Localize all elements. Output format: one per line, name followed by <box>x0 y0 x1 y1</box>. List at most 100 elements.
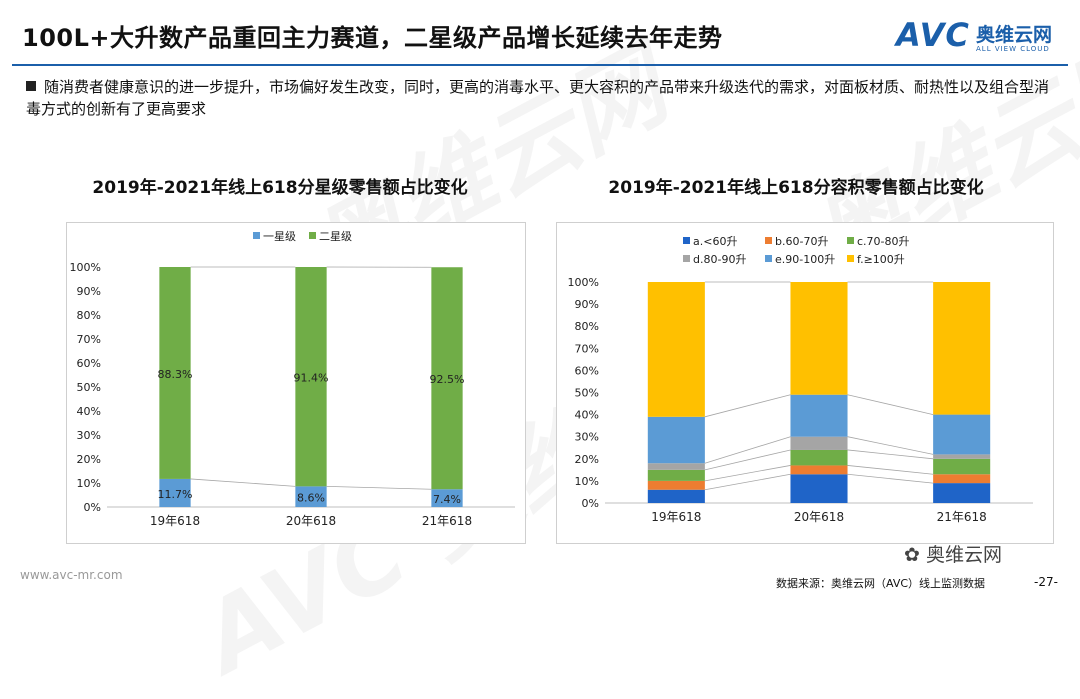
y-tick-label: 50% <box>575 387 599 400</box>
logo-en-text: ALL VIEW CLOUD <box>976 45 1050 53</box>
legend-swatch <box>847 237 854 244</box>
y-tick-label: 90% <box>77 285 101 298</box>
bar-segment <box>790 395 847 437</box>
y-tick-label: 80% <box>77 309 101 322</box>
wechat-label: 奥维云网 <box>926 544 1002 566</box>
bar-segment <box>790 474 847 503</box>
bullet-square-icon <box>26 81 36 91</box>
legend-swatch <box>765 255 772 262</box>
logo-avc-text: AVC <box>896 16 970 54</box>
header-divider <box>12 64 1068 66</box>
bar-segment <box>790 437 847 450</box>
x-tick-label: 21年618 <box>937 510 987 524</box>
y-tick-label: 0% <box>582 497 599 510</box>
bar-segment <box>648 417 705 463</box>
bar-segment <box>648 463 705 470</box>
series-line <box>848 450 934 459</box>
data-source: 数据来源：奥维云网（AVC）线上监测数据 <box>776 575 985 591</box>
legend-label: 一星级 <box>263 230 296 243</box>
y-tick-label: 30% <box>77 429 101 442</box>
bar-segment <box>648 282 705 417</box>
data-label: 91.4% <box>294 372 329 385</box>
bar-segment <box>933 483 990 503</box>
bar-segment <box>790 465 847 474</box>
series-line <box>705 450 791 470</box>
avc-logo: AVC 奥维云网 ALL VIEW CLOUD <box>896 14 1066 60</box>
y-tick-label: 40% <box>77 405 101 418</box>
legend-swatch <box>847 255 854 262</box>
bar-segment <box>933 474 990 483</box>
legend-label: e.90-100升 <box>775 253 835 266</box>
bar-segment <box>933 415 990 455</box>
data-label: 88.3% <box>158 368 193 381</box>
y-tick-label: 80% <box>575 320 599 333</box>
page-title: 100L+大升数产品重回主力赛道，二星级产品增长延续去年走势 <box>22 18 723 53</box>
legend-label: f.≥100升 <box>857 253 905 266</box>
x-tick-label: 19年618 <box>651 510 701 524</box>
data-label: 92.5% <box>430 373 465 386</box>
series-line <box>848 395 934 415</box>
series-line <box>191 479 296 486</box>
chart-panel-star: 0% 10% 20% 30% 40% 50% 60% 70% 80% 90% 100% 11.7% 88… <box>66 222 526 544</box>
bar-segment <box>790 450 847 465</box>
bar-segment <box>648 470 705 481</box>
legend-swatch <box>253 232 260 239</box>
y-tick-label: 60% <box>575 364 599 377</box>
bar-segment <box>648 490 705 503</box>
wechat-icon: ✿ <box>904 544 926 566</box>
x-tick-label: 19年618 <box>150 514 200 528</box>
y-tick-label: 100% <box>568 276 599 289</box>
legend-swatch <box>683 255 690 262</box>
legend-swatch <box>683 237 690 244</box>
y-tick-label: 30% <box>575 431 599 444</box>
bar-segment <box>648 481 705 490</box>
bar-segment <box>933 459 990 474</box>
series-line <box>327 486 432 489</box>
x-tick-label: 21年618 <box>422 514 472 528</box>
x-tick-label: 20年618 <box>286 514 336 528</box>
bar-segment <box>933 282 990 415</box>
series-line <box>848 474 934 483</box>
series-line <box>705 474 791 489</box>
series-line <box>848 465 934 474</box>
logo-cn-text: 奥维云网 <box>976 20 1052 47</box>
legend-label: d.80-90升 <box>693 253 746 266</box>
x-tick-label: 20年618 <box>794 510 844 524</box>
wechat-badge: ✿ 奥维云网 <box>904 540 1002 567</box>
star-chart-svg: 0% 10% 20% 30% 40% 50% 60% 70% 80% 90% 100% 11.7% 88… <box>67 223 525 543</box>
data-label: 11.7% <box>158 488 193 501</box>
legend-label: a.<60升 <box>693 235 737 248</box>
y-tick-label: 20% <box>575 453 599 466</box>
bar-segment <box>933 454 990 458</box>
y-tick-label: 90% <box>575 298 599 311</box>
data-label: 7.4% <box>433 493 461 506</box>
legend-label: 二星级 <box>319 230 352 243</box>
y-tick-label: 20% <box>77 453 101 466</box>
legend-label: c.70-80升 <box>857 235 910 248</box>
footer-url[interactable]: www.avc-mr.com <box>20 568 123 582</box>
series-line <box>705 395 791 417</box>
bullet-point: 随消费者健康意识的进一步提升，市场偏好发生改变，同时，更高的消毒水平、更大容积的… <box>26 76 1056 120</box>
y-tick-label: 50% <box>77 381 101 394</box>
bar-segment <box>790 282 847 395</box>
page-number: -27- <box>1034 575 1058 589</box>
y-tick-label: 70% <box>77 333 101 346</box>
chart-title-star: 2019年-2021年线上618分星级零售额占比变化 <box>60 173 500 198</box>
chart-title-volume: 2019年-2021年线上618分容积零售额占比变化 <box>566 173 1026 198</box>
y-tick-label: 10% <box>575 475 599 488</box>
y-tick-label: 0% <box>84 501 101 514</box>
series-line <box>705 465 791 480</box>
bullet-text: 随消费者健康意识的进一步提升，市场偏好发生改变，同时，更高的消毒水平、更大容积的… <box>26 78 1049 118</box>
legend-swatch <box>309 232 316 239</box>
y-tick-label: 100% <box>70 261 101 274</box>
volume-chart-svg: 0% 10% 20% 30% 40% 50% 60% 70% 80% 90% 100% 19年618 2… <box>557 223 1053 543</box>
y-tick-label: 70% <box>575 342 599 355</box>
y-tick-label: 40% <box>575 409 599 422</box>
y-tick-label: 60% <box>77 357 101 370</box>
legend-label: b.60-70升 <box>775 235 828 248</box>
series-line <box>705 437 791 464</box>
y-tick-label: 10% <box>77 477 101 490</box>
legend-swatch <box>765 237 772 244</box>
series-line <box>848 437 934 455</box>
chart-panel-volume: 0% 10% 20% 30% 40% 50% 60% 70% 80% 90% 100% 19年618 2… <box>556 222 1054 544</box>
